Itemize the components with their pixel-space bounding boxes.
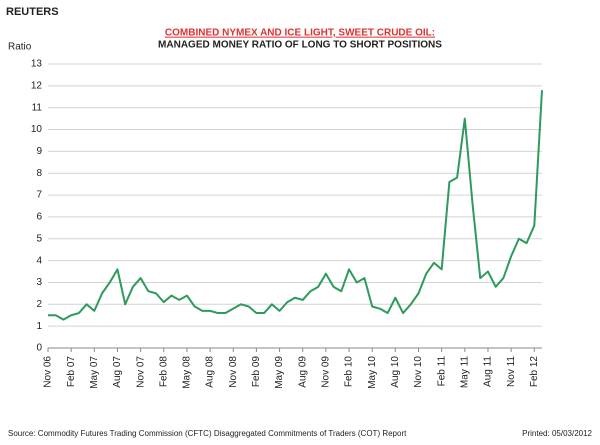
x-tick-label: Nov 11 <box>506 356 517 387</box>
x-tick-label: Aug 10 <box>390 356 401 388</box>
x-tick-label: May 07 <box>89 356 100 389</box>
x-tick-label: May 10 <box>367 356 378 389</box>
x-tick-label: Feb 07 <box>66 356 77 388</box>
y-tick-label: 4 <box>36 255 42 266</box>
x-tick-label: Feb 11 <box>436 356 447 387</box>
chart-title: COMBINED NYMEX AND ICE LIGHT, SWEET CRUD… <box>165 28 435 39</box>
header: REUTERS <box>6 6 59 18</box>
y-tick-label: 6 <box>36 212 42 223</box>
x-tick-label: Aug 09 <box>297 356 308 388</box>
y-tick-label: 0 <box>36 343 42 354</box>
x-tick-label: Feb 08 <box>158 356 169 388</box>
y-tick-label: 1 <box>36 321 42 332</box>
y-tick-label: 13 <box>31 59 43 70</box>
y-tick-label: 11 <box>32 102 43 113</box>
x-tick-label: May 09 <box>274 356 285 389</box>
x-tick-label: Nov 09 <box>321 356 332 388</box>
x-tick-label: Nov 08 <box>228 356 239 388</box>
x-tick-label: Aug 08 <box>205 356 216 388</box>
x-tick-label: May 11 <box>459 356 470 388</box>
x-tick-label: Feb 12 <box>529 356 540 388</box>
source: Source: Commodity Futures Trading Commis… <box>8 429 407 438</box>
line <box>48 90 543 321</box>
x-tick-label: Nov 10 <box>413 356 424 388</box>
y-tick-label: 5 <box>36 233 42 244</box>
y-tick-label: 3 <box>36 277 42 288</box>
x-tick-label: May 08 <box>182 356 193 389</box>
x-tick-label: Feb 09 <box>251 356 262 388</box>
x-tick-label: Aug 11 <box>483 356 494 387</box>
y-tick-label: 8 <box>36 168 42 179</box>
y-tick-label: 10 <box>31 124 43 135</box>
y-tick-label: 9 <box>36 146 42 157</box>
x-tick-label: Aug 07 <box>112 356 123 388</box>
printed: Printed: 05/03/2012 <box>522 429 592 438</box>
x-tick-label: Feb 10 <box>344 356 355 388</box>
y-tick-label: 7 <box>36 190 42 201</box>
x-tick-label: Nov 07 <box>135 356 146 388</box>
y-tick-label: 2 <box>36 299 42 310</box>
x-tick-label: Nov 06 <box>43 356 54 388</box>
y-axis-label: Ratio <box>8 42 32 53</box>
y-tick-label: 12 <box>31 80 43 91</box>
chart-subtitle: MANAGED MONEY RATIO OF LONG TO SHORT POS… <box>158 40 442 51</box>
